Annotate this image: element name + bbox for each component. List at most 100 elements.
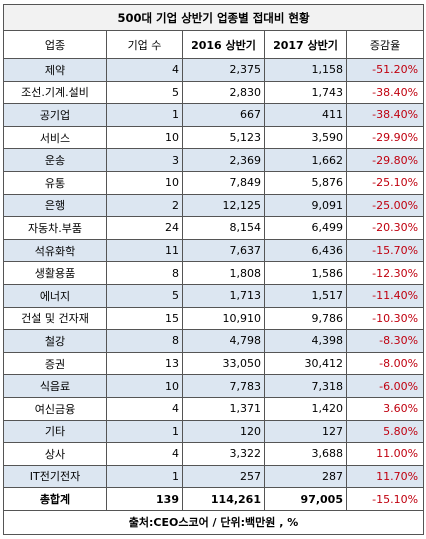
table-row: 제약 4 2,375 1,158 -51.20%: [3, 58, 425, 82]
value-2016-cell: 1,808: [182, 261, 265, 285]
table-body: 제약 4 2,375 1,158 -51.20% 조선.기계.설비 5 2,830 1,743-…: [3, 58, 425, 489]
table-row: 자동차.부품 24 8,154 6,499 -20.30%: [3, 216, 425, 240]
rate-cell: -29.90%: [345, 125, 425, 150]
table-row: 증권 13 33,050 30,412 -8.00%: [3, 351, 425, 376]
value-2017-cell: 5,876: [264, 170, 347, 195]
rate-cell: 11.70%: [345, 464, 425, 489]
value-2016-cell: 4,798: [182, 329, 265, 353]
value-2016-cell: 7,637: [182, 238, 265, 263]
table-row: 유통 10 7,849 5,876 -25.10%: [3, 170, 425, 195]
rate-cell: -25.10%: [345, 170, 425, 195]
table-row: 생활용품 8 1,808 1,586 -12.30%: [3, 261, 425, 285]
industry-cell: 은행: [3, 193, 107, 218]
table-row: 여신금융 4 1,371 1,420 3.60%: [3, 396, 425, 421]
table-title: 500대 기업 상반기 업종별 접대비 현황: [2, 4, 425, 31]
rate-cell: -8.00%: [345, 351, 425, 376]
industry-cell: 여신금융: [3, 396, 107, 421]
industry-cell: 서비스: [3, 125, 107, 150]
industry-cell: 석유화학: [3, 238, 107, 263]
title-row: 500대 기업 상반기 업종별 접대비 현황: [2, 4, 425, 31]
value-2016-cell: 2,369: [182, 148, 265, 172]
value-2016-cell: 2,375: [182, 58, 265, 82]
value-2016-cell: 7,783: [182, 374, 265, 398]
source-note: 출처:CEO스코어 / 단위:백만원 , %: [2, 509, 425, 535]
table-row: 기타 1 120 127 5.80%: [3, 419, 425, 444]
rate-cell: -38.40%: [345, 103, 425, 127]
expense-table: 500대 기업 상반기 업종별 접대비 현황 업종 기업 수 2016 상반기 …: [2, 4, 425, 535]
value-2017-cell: 1,420: [264, 396, 347, 421]
industry-cell: 생활용품: [3, 261, 107, 285]
value-2016-cell: 667: [182, 103, 265, 127]
value-2017-cell: 3,590: [264, 125, 347, 150]
value-2016-cell: 5,123: [182, 125, 265, 150]
count-cell: 15: [106, 306, 183, 331]
value-2017-cell: 9,091: [264, 193, 347, 218]
count-cell: 5: [106, 283, 183, 308]
table-row: 에너지 5 1,713 1,517 -11.40%: [3, 283, 425, 308]
table-row: 조선.기계.설비 5 2,830 1,743 -38.40%: [3, 80, 425, 105]
rate-cell: 11.00%: [345, 442, 425, 466]
count-cell: 3: [106, 148, 183, 172]
rate-cell: -10.30%: [345, 306, 425, 331]
value-2016-cell: 120: [182, 419, 265, 444]
value-2017-cell: 287: [264, 464, 347, 489]
rate-cell: -29.80%: [345, 148, 425, 172]
count-cell: 10: [106, 125, 183, 150]
count-cell: 8: [106, 329, 183, 353]
header-rate: 증감율: [345, 30, 425, 59]
table-row: IT전기전자 1 257 287 11.70%: [3, 464, 425, 489]
industry-cell: 제약: [3, 58, 107, 82]
rate-cell: 3.60%: [345, 396, 425, 421]
industry-cell: 자동차.부품: [3, 216, 107, 240]
value-2017-cell: 6,436: [264, 238, 347, 263]
table-row: 은행 2 12,125 9,091 -25.00%: [3, 193, 425, 218]
value-2017-cell: 30,412: [264, 351, 347, 376]
header-2016: 2016 상반기: [182, 30, 265, 59]
total-count: 139: [106, 487, 183, 511]
count-cell: 4: [106, 396, 183, 421]
count-cell: 4: [106, 58, 183, 82]
table-row: 상사 4 3,322 3,688 11.00%: [3, 442, 425, 466]
rate-cell: -38.40%: [345, 80, 425, 105]
value-2016-cell: 3,322: [182, 442, 265, 466]
value-2017-cell: 1,517: [264, 283, 347, 308]
industry-cell: 식음료: [3, 374, 107, 398]
header-industry: 업종: [3, 30, 107, 59]
industry-cell: 운송: [3, 148, 107, 172]
value-2017-cell: 4,398: [264, 329, 347, 353]
count-cell: 13: [106, 351, 183, 376]
industry-cell: 공기업: [3, 103, 107, 127]
value-2016-cell: 257: [182, 464, 265, 489]
count-cell: 8: [106, 261, 183, 285]
industry-cell: 조선.기계.설비: [3, 80, 107, 105]
total-2017: 97,005: [264, 487, 347, 511]
count-cell: 1: [106, 103, 183, 127]
rate-cell: -8.30%: [345, 329, 425, 353]
industry-cell: 증권: [3, 351, 107, 376]
value-2017-cell: 1,662: [264, 148, 347, 172]
rate-cell: -20.30%: [345, 216, 425, 240]
table-row: 건설 및 건자재 15 10,910 9,786 -10.30%: [3, 306, 425, 331]
expense-table-container: 500대 기업 상반기 업종별 접대비 현황 업종 기업 수 2016 상반기 …: [2, 4, 425, 535]
value-2017-cell: 9,786: [264, 306, 347, 331]
total-label: 총합계: [3, 487, 107, 511]
table-row: 석유화학 11 7,637 6,436 -15.70%: [3, 238, 425, 263]
rate-cell: -51.20%: [345, 58, 425, 82]
count-cell: 2: [106, 193, 183, 218]
value-2017-cell: 411: [264, 103, 347, 127]
value-2017-cell: 3,688: [264, 442, 347, 466]
table-row: 운송 3 2,369 1,662 -29.80%: [3, 148, 425, 172]
table-row: 철강 8 4,798 4,398 -8.30%: [3, 329, 425, 353]
rate-cell: -12.30%: [345, 261, 425, 285]
footer-row: 출처:CEO스코어 / 단위:백만원 , %: [2, 509, 425, 535]
total-2016: 114,261: [182, 487, 265, 511]
value-2017-cell: 127: [264, 419, 347, 444]
industry-cell: 에너지: [3, 283, 107, 308]
value-2017-cell: 1,158: [264, 58, 347, 82]
value-2017-cell: 7,318: [264, 374, 347, 398]
header-2017: 2017 상반기: [264, 30, 347, 59]
value-2016-cell: 8,154: [182, 216, 265, 240]
rate-cell: -6.00%: [345, 374, 425, 398]
value-2017-cell: 6,499: [264, 216, 347, 240]
rate-cell: -15.70%: [345, 238, 425, 263]
